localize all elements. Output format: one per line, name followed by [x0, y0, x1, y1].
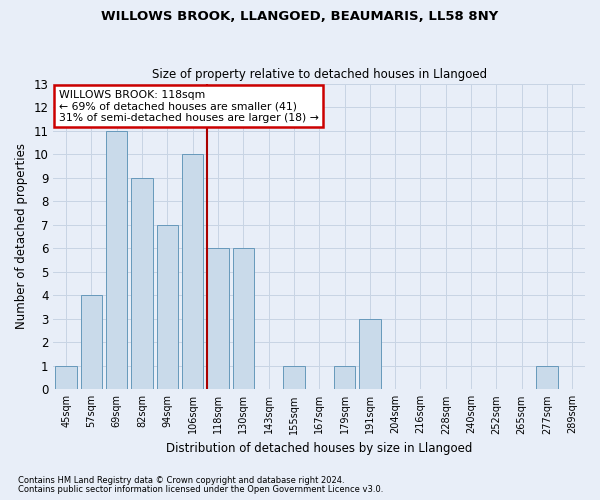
Bar — [157, 224, 178, 390]
Text: WILLOWS BROOK: 118sqm
← 69% of detached houses are smaller (41)
31% of semi-deta: WILLOWS BROOK: 118sqm ← 69% of detached … — [59, 90, 319, 123]
Bar — [233, 248, 254, 390]
X-axis label: Distribution of detached houses by size in Llangoed: Distribution of detached houses by size … — [166, 442, 472, 455]
Text: Contains HM Land Registry data © Crown copyright and database right 2024.: Contains HM Land Registry data © Crown c… — [18, 476, 344, 485]
Bar — [182, 154, 203, 390]
Bar — [55, 366, 77, 390]
Title: Size of property relative to detached houses in Llangoed: Size of property relative to detached ho… — [152, 68, 487, 81]
Bar — [106, 130, 127, 390]
Bar — [283, 366, 305, 390]
Bar — [334, 366, 355, 390]
Y-axis label: Number of detached properties: Number of detached properties — [15, 144, 28, 330]
Bar — [536, 366, 558, 390]
Bar — [207, 248, 229, 390]
Bar — [131, 178, 153, 390]
Bar — [359, 318, 380, 390]
Bar — [80, 295, 102, 390]
Text: Contains public sector information licensed under the Open Government Licence v3: Contains public sector information licen… — [18, 485, 383, 494]
Text: WILLOWS BROOK, LLANGOED, BEAUMARIS, LL58 8NY: WILLOWS BROOK, LLANGOED, BEAUMARIS, LL58… — [101, 10, 499, 23]
